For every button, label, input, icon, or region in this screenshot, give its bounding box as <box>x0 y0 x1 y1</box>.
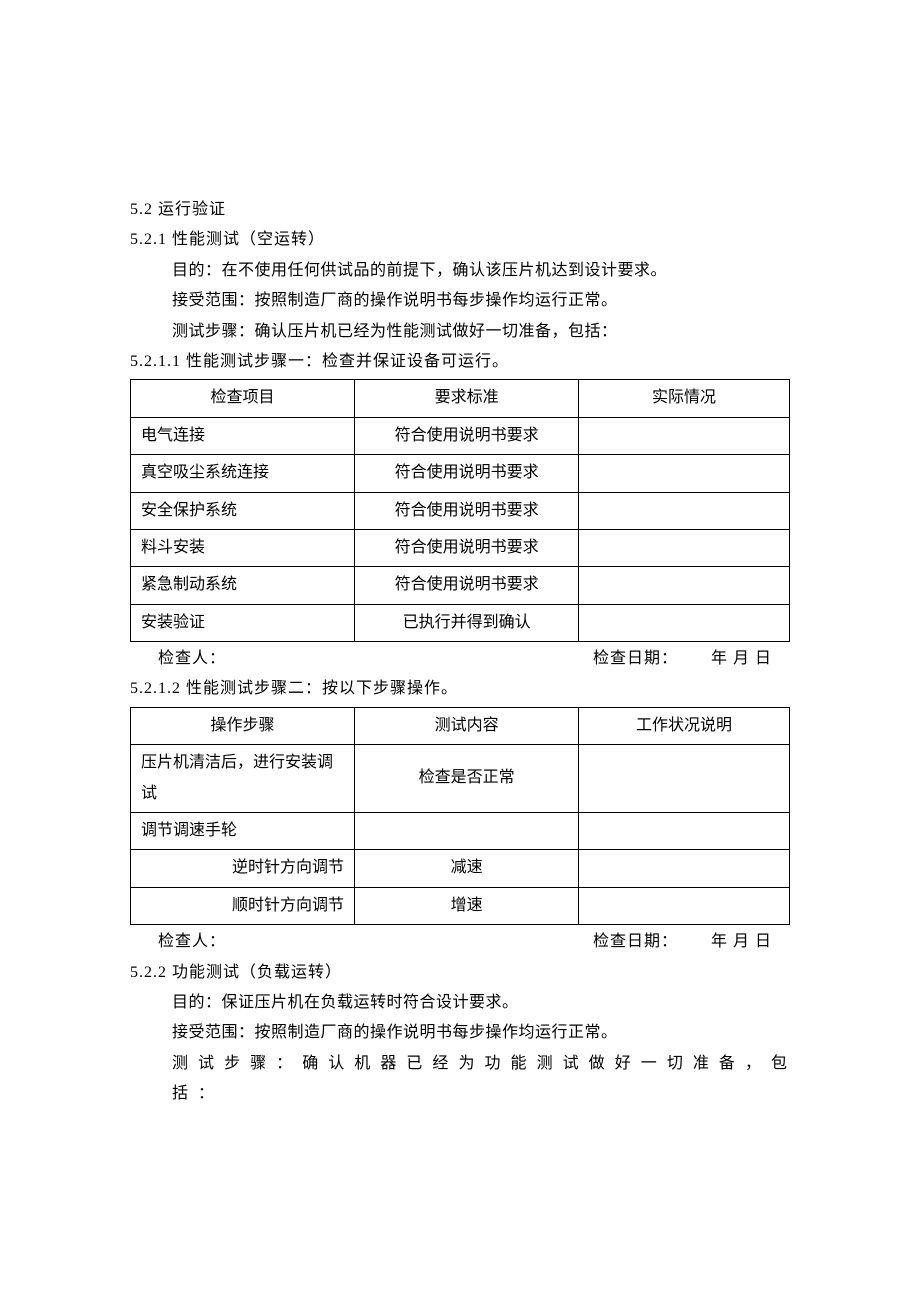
cell-status <box>579 887 790 924</box>
cell-actual <box>579 604 790 641</box>
cell-item: 安全保护系统 <box>131 492 355 529</box>
table-header-row: 检查项目 要求标准 实际情况 <box>131 380 790 417</box>
signature-line-1: 检查人： 检查日期： 年 月 日 <box>130 644 790 674</box>
col-header: 测试内容 <box>355 707 579 744</box>
col-header: 检查项目 <box>131 380 355 417</box>
cell-status <box>579 850 790 887</box>
table-header-row: 操作步骤 测试内容 工作状况说明 <box>131 707 790 744</box>
inspector-label: 检查人： <box>158 644 226 674</box>
cell-item: 电气连接 <box>131 417 355 454</box>
col-header: 实际情况 <box>579 380 790 417</box>
cell-status <box>579 745 790 813</box>
cell-content: 增速 <box>355 887 579 924</box>
cell-item: 紧急制动系统 <box>131 567 355 604</box>
cell-actual <box>579 529 790 566</box>
date-value: 年 月 日 <box>711 933 772 950</box>
cell-standard: 符合使用说明书要求 <box>355 417 579 454</box>
table-row: 顺时针方向调节增速 <box>131 887 790 924</box>
date-label: 检查日期： <box>593 650 678 667</box>
purpose-5-2-1: 目的：在不使用任何供试品的前提下，确认该压片机达到设计要求。 <box>130 256 790 286</box>
cell-standard: 已执行并得到确认 <box>355 604 579 641</box>
col-header: 操作步骤 <box>131 707 355 744</box>
cell-step: 逆时针方向调节 <box>131 850 355 887</box>
cell-content <box>355 813 579 850</box>
cell-actual <box>579 417 790 454</box>
cell-actual <box>579 492 790 529</box>
signature-line-2: 检查人： 检查日期： 年 月 日 <box>130 927 790 957</box>
cell-step: 压片机清洁后，进行安装调试 <box>131 745 355 813</box>
table-5-2-1-2: 操作步骤 测试内容 工作状况说明 压片机清洁后，进行安装调试检查是否正常调节调速… <box>130 707 790 925</box>
cell-content: 减速 <box>355 850 579 887</box>
cell-item: 真空吸尘系统连接 <box>131 455 355 492</box>
heading-5-2-2: 5.2.2 功能测试（负载运转） <box>130 958 790 988</box>
table-row: 压片机清洁后，进行安装调试检查是否正常 <box>131 745 790 813</box>
cell-standard: 符合使用说明书要求 <box>355 567 579 604</box>
heading-5-2-1: 5.2.1 性能测试（空运转） <box>130 225 790 255</box>
cell-step: 调节调速手轮 <box>131 813 355 850</box>
table-row: 安全保护系统符合使用说明书要求 <box>131 492 790 529</box>
cell-standard: 符合使用说明书要求 <box>355 492 579 529</box>
cell-standard: 符合使用说明书要求 <box>355 529 579 566</box>
heading-5-2-1-2: 5.2.1.2 性能测试步骤二：按以下步骤操作。 <box>130 674 790 704</box>
test-steps-5-2-1: 测试步骤：确认压片机已经为性能测试做好一切准备，包括： <box>130 317 790 347</box>
acceptance-5-2-1: 接受范围：按照制造厂商的操作说明书每步操作均运行正常。 <box>130 286 790 316</box>
date-label: 检查日期： <box>593 933 678 950</box>
inspector-label: 检查人： <box>158 927 226 957</box>
date-value: 年 月 日 <box>711 650 772 667</box>
table-row: 电气连接符合使用说明书要求 <box>131 417 790 454</box>
acceptance-5-2-2: 接受范围：按照制造厂商的操作说明书每步操作均运行正常。 <box>130 1018 790 1048</box>
purpose-5-2-2: 目的：保证压片机在负载运转时符合设计要求。 <box>130 988 790 1018</box>
table-row: 料斗安装符合使用说明书要求 <box>131 529 790 566</box>
col-header: 要求标准 <box>355 380 579 417</box>
cell-status <box>579 813 790 850</box>
col-header: 工作状况说明 <box>579 707 790 744</box>
cell-standard: 符合使用说明书要求 <box>355 455 579 492</box>
cell-item: 安装验证 <box>131 604 355 641</box>
cell-actual <box>579 455 790 492</box>
cell-item: 料斗安装 <box>131 529 355 566</box>
table-row: 安装验证已执行并得到确认 <box>131 604 790 641</box>
table-row: 逆时针方向调节减速 <box>131 850 790 887</box>
table-5-2-1-1: 检查项目 要求标准 实际情况 电气连接符合使用说明书要求真空吸尘系统连接符合使用… <box>130 379 790 642</box>
cell-actual <box>579 567 790 604</box>
table-row: 真空吸尘系统连接符合使用说明书要求 <box>131 455 790 492</box>
heading-5-2: 5.2 运行验证 <box>130 195 790 225</box>
cell-content: 检查是否正常 <box>355 745 579 813</box>
heading-5-2-1-1: 5.2.1.1 性能测试步骤一：检查并保证设备可运行。 <box>130 347 790 377</box>
table-row: 调节调速手轮 <box>131 813 790 850</box>
table-row: 紧急制动系统符合使用说明书要求 <box>131 567 790 604</box>
test-steps-5-2-2: 测 试 步 骤 ： 确 认 机 器 已 经 为 功 能 测 试 做 好 一 切 … <box>130 1049 790 1110</box>
cell-step: 顺时针方向调节 <box>131 887 355 924</box>
